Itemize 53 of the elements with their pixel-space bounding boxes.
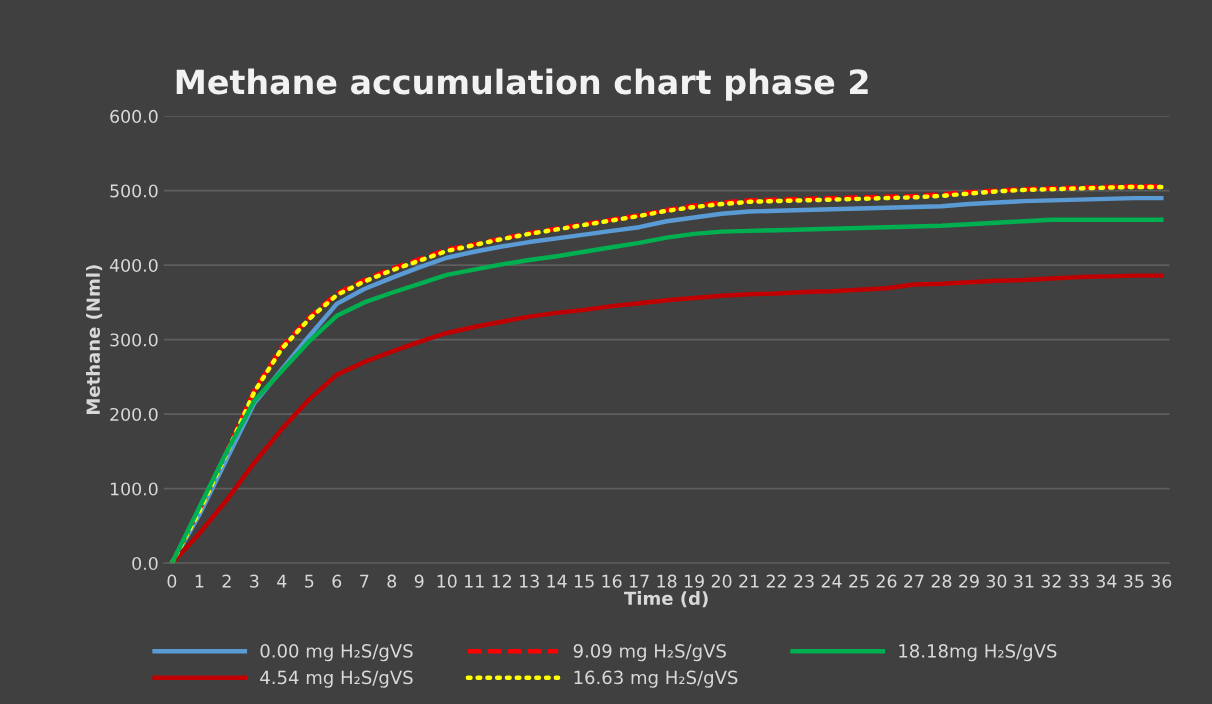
chart-title: Methane accumulation chart phase 2 — [176, 68, 868, 101]
x-tick-label: 24 — [821, 574, 842, 588]
x-tick-label: 36 — [1151, 574, 1172, 588]
x-tick-label: 25 — [849, 574, 869, 588]
x-tick-label: 31 — [1014, 574, 1034, 588]
x-tick-label: 27 — [904, 574, 924, 588]
y-tick-label: 200.0 — [110, 407, 158, 422]
x-tick-label: 3 — [250, 574, 259, 588]
x-tick-label: 8 — [387, 574, 397, 588]
y-axis-title: Methane (Nml) — [86, 265, 103, 414]
legend-label: 4.54 mg H₂S/gVS — [260, 670, 413, 688]
x-tick-label: 4 — [277, 574, 287, 588]
x-tick-label: 29 — [959, 574, 979, 588]
x-tick-label: 14 — [547, 574, 567, 588]
x-tick-label: 5 — [305, 574, 314, 588]
x-tick-label: 35 — [1124, 574, 1144, 588]
legend-label: 18.18mg H₂S/gVS — [899, 644, 1057, 662]
x-tick-label: 23 — [794, 574, 814, 588]
x-tick-label: 0 — [167, 574, 177, 588]
x-tick-label: 9 — [414, 574, 424, 588]
x-tick-label: 21 — [739, 574, 759, 588]
x-tick-label: 11 — [465, 574, 484, 588]
x-tick-label: 32 — [1041, 574, 1061, 588]
x-tick-label: 13 — [520, 574, 539, 588]
y-tick-label: 400.0 — [109, 258, 158, 273]
x-tick-label: 2 — [222, 574, 231, 588]
x-tick-label: 16 — [602, 574, 622, 588]
y-tick-label: 0.0 — [132, 556, 158, 571]
x-tick-label: 33 — [1069, 574, 1089, 588]
y-tick-label: 300.0 — [110, 333, 158, 347]
x-tick-label: 6 — [332, 574, 342, 588]
y-tick-label: 100.0 — [110, 482, 158, 496]
x-tick-label: 15 — [575, 574, 594, 588]
legend-label: 9.09 mg H₂S/gVS — [573, 644, 726, 662]
y-tick-label: 600.0 — [110, 109, 158, 123]
x-tick-label: 20 — [711, 574, 732, 588]
x-axis-title: Time (d) — [624, 591, 708, 608]
x-tick-label: 18 — [657, 574, 677, 588]
line-series — [169, 273, 1164, 564]
x-tick-label: 22 — [766, 574, 786, 588]
legend-label: 0.00 mg H₂S/gVS — [260, 644, 413, 662]
legend-label: 16.63 mg H₂S/gVS — [574, 670, 738, 688]
x-tick-label: 19 — [684, 574, 704, 588]
x-tick-label: 10 — [437, 574, 457, 588]
x-tick-label: 7 — [360, 574, 369, 588]
y-tick-label: 500.0 — [110, 184, 158, 198]
x-tick-label: 1 — [195, 574, 204, 588]
x-tick-label: 26 — [876, 574, 897, 588]
x-tick-label: 17 — [629, 574, 649, 588]
x-tick-label: 12 — [492, 574, 511, 588]
x-tick-label: 28 — [931, 574, 952, 588]
x-tick-label: 30 — [986, 574, 1007, 588]
x-tick-label: 34 — [1096, 574, 1117, 588]
